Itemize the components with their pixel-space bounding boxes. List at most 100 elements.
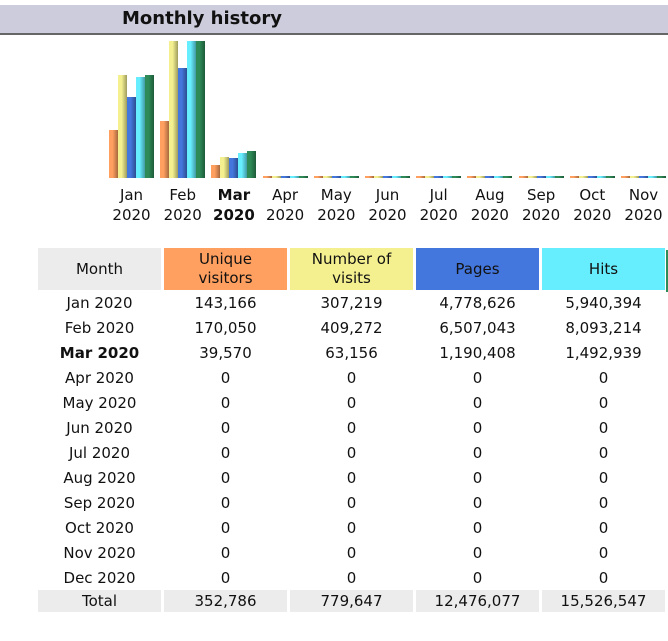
cell-month: Dec 2020 [63, 568, 136, 587]
bar-visits [169, 41, 179, 178]
cell-visitors: 0 [220, 393, 231, 412]
bar-visits [220, 157, 230, 178]
bar-hits [443, 176, 453, 178]
cell-month: Aug 2020 [63, 468, 136, 487]
month-label: Apr 2020 [260, 185, 311, 225]
table-row: Apr 2020 0 0 0 0 [38, 365, 665, 390]
cell-visits: 0 [346, 493, 357, 512]
bar-bandwidth [554, 176, 564, 178]
table-row: Aug 2020 0 0 0 0 [38, 465, 665, 490]
table-row: Jun 2020 0 0 0 0 [38, 415, 665, 440]
table-row: Oct 2020 0 0 0 0 [38, 515, 665, 540]
table-row: Jan 2020 143,166 307,219 4,778,626 5,940,394 [38, 290, 665, 315]
section-title: Monthly history [122, 8, 282, 29]
table-row: Dec 2020 0 0 0 0 [38, 565, 665, 590]
bar-visits [118, 75, 127, 178]
bar-pages [383, 176, 392, 178]
cell-visits: 0 [346, 418, 357, 437]
bar-bandwidth [657, 176, 666, 178]
bar-bandwidth [145, 75, 154, 178]
bar-bandwidth [247, 151, 257, 178]
bar-bandwidth [605, 176, 615, 178]
bar-visits [425, 176, 435, 178]
cell-pages: 4,778,626 [439, 293, 516, 312]
cell-visitors: 0 [220, 368, 231, 387]
cell-hits: 0 [598, 443, 609, 462]
bar-pages [229, 158, 239, 178]
month-year: 2020 [163, 206, 202, 224]
header-visits: Number of visits [290, 248, 413, 290]
cell-visitors: 170,050 [194, 318, 257, 337]
month-year: 2020 [624, 206, 663, 224]
cell-visits: 63,156 [325, 343, 378, 362]
bar-pages [434, 176, 444, 178]
cell-visitors: 39,570 [199, 343, 252, 362]
total-pages: 12,476,077 [416, 590, 539, 612]
cell-visits: 409,272 [320, 318, 383, 337]
cell-hits: 0 [598, 468, 609, 487]
table-row: Feb 2020 170,050 409,272 6,507,043 8,093,214 [38, 315, 665, 340]
month-year: 2020 [213, 206, 255, 224]
header-pages: Pages [416, 248, 539, 290]
month-name: Mar [217, 186, 251, 204]
month-name: Apr [272, 186, 299, 204]
total-hits: 15,526,547 [542, 590, 665, 612]
cell-hits: 5,940,394 [565, 293, 642, 312]
bar-bandwidth [196, 41, 206, 178]
month-label: Aug 2020 [464, 185, 515, 225]
cell-month: Nov 2020 [63, 543, 136, 562]
cell-pages: 0 [472, 443, 483, 462]
month-name: Jun [375, 186, 400, 204]
month-year: 2020 [368, 206, 407, 224]
month-label: Oct 2020 [567, 185, 618, 225]
cell-month: Apr 2020 [65, 368, 134, 387]
cell-visitors: 0 [220, 468, 231, 487]
bar-hits [289, 176, 299, 178]
cell-pages: 0 [472, 418, 483, 437]
header-hits: Hits [542, 248, 665, 290]
cell-month: Feb 2020 [64, 318, 135, 337]
month-label: Feb 2020 [157, 185, 208, 225]
cell-pages: 0 [472, 468, 483, 487]
total-visits: 779,647 [290, 590, 413, 612]
cell-visitors: 0 [220, 568, 231, 587]
total-row: Total 352,786 779,647 12,476,077 15,526,547 [38, 590, 665, 612]
cell-hits: 8,093,214 [565, 318, 642, 337]
bar-visitors [313, 176, 323, 178]
cell-visits: 0 [346, 368, 357, 387]
bar-visitors [109, 130, 118, 178]
cell-month: Jun 2020 [66, 418, 133, 437]
bar-pages [178, 68, 188, 178]
cell-visits: 0 [346, 568, 357, 587]
bar-pages [331, 176, 341, 178]
cell-pages: 1,190,408 [439, 343, 516, 362]
cell-hits: 0 [598, 543, 609, 562]
table-row: Jul 2020 0 0 0 0 [38, 440, 665, 465]
bar-visitors [621, 176, 630, 178]
bar-pages [639, 176, 648, 178]
cell-month: Jan 2020 [66, 293, 133, 312]
cell-hits: 0 [598, 518, 609, 537]
month-year: 2020 [470, 206, 509, 224]
cell-visits: 307,219 [320, 293, 383, 312]
cell-visits: 0 [346, 393, 357, 412]
cell-hits: 0 [598, 418, 609, 437]
cell-pages: 0 [472, 518, 483, 537]
table-row: Sep 2020 0 0 0 0 [38, 490, 665, 515]
month-name: May [320, 186, 352, 204]
bar-bandwidth [298, 176, 308, 178]
bar-visits [322, 176, 332, 178]
bar-hits [648, 176, 657, 178]
table-row: Mar 2020 39,570 63,156 1,190,408 1,492,939 [38, 340, 665, 365]
bar-visits [527, 176, 537, 178]
month-name: Nov [628, 186, 659, 204]
cell-visits: 0 [346, 443, 357, 462]
month-label: May 2020 [311, 185, 362, 225]
monthly-chart: Jan 2020 Feb 2020 Mar 2020 Apr 2020 May 2020 Jun 20… [0, 36, 668, 226]
cell-month: Jul 2020 [68, 443, 131, 462]
cell-pages: 0 [472, 543, 483, 562]
month-name: Feb [169, 186, 196, 204]
bar-bandwidth [349, 176, 359, 178]
bar-hits [392, 176, 401, 178]
bar-visitors [211, 165, 221, 178]
